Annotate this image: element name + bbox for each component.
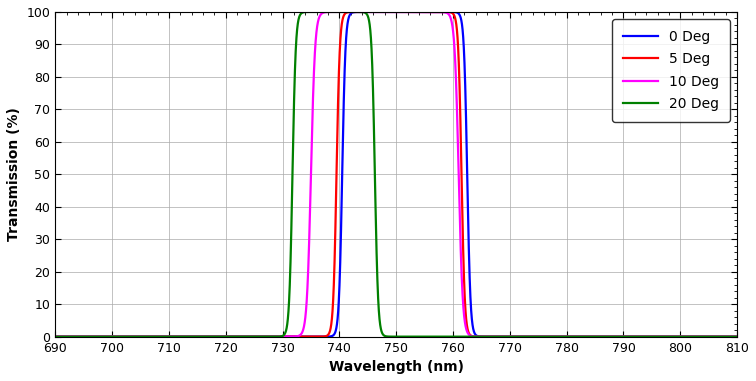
0 Deg [79, 335, 88, 339]
X-axis label: Wavelength (nm): Wavelength (nm) [329, 360, 463, 374]
Legend: 0 Deg, 5 Deg, 10 Deg, 20 Deg: 0 Deg, 5 Deg, 10 Deg, 20 Deg [612, 19, 730, 122]
0 Deg [54, 335, 63, 339]
10 Deg [54, 335, 63, 339]
10 Deg [79, 335, 88, 339]
5 Deg [91, 335, 101, 339]
10 Deg [379, 10, 388, 14]
10 Deg [184, 335, 194, 339]
10 Deg [696, 335, 705, 339]
0 Deg [384, 10, 393, 14]
0 Deg [91, 335, 101, 339]
20 Deg [54, 335, 63, 339]
5 Deg [696, 335, 705, 339]
5 Deg [51, 335, 60, 339]
Y-axis label: Transmission (%): Transmission (%) [7, 107, 21, 241]
0 Deg [696, 335, 705, 339]
20 Deg [184, 335, 194, 339]
5 Deg [392, 10, 401, 14]
10 Deg [384, 10, 393, 14]
Line: 10 Deg: 10 Deg [55, 12, 737, 337]
20 Deg [51, 335, 60, 339]
5 Deg [54, 335, 63, 339]
0 Deg [184, 335, 194, 339]
5 Deg [79, 335, 88, 339]
5 Deg [733, 335, 742, 339]
5 Deg [384, 10, 393, 14]
10 Deg [51, 335, 60, 339]
20 Deg [384, 334, 393, 339]
20 Deg [733, 335, 742, 339]
5 Deg [184, 335, 194, 339]
Line: 0 Deg: 0 Deg [55, 12, 737, 337]
Line: 5 Deg: 5 Deg [55, 12, 737, 337]
Line: 20 Deg: 20 Deg [55, 12, 737, 337]
20 Deg [329, 10, 338, 14]
10 Deg [733, 335, 742, 339]
20 Deg [79, 335, 88, 339]
10 Deg [91, 335, 101, 339]
20 Deg [91, 335, 101, 339]
20 Deg [696, 335, 705, 339]
0 Deg [733, 335, 742, 339]
0 Deg [398, 10, 407, 14]
0 Deg [51, 335, 60, 339]
